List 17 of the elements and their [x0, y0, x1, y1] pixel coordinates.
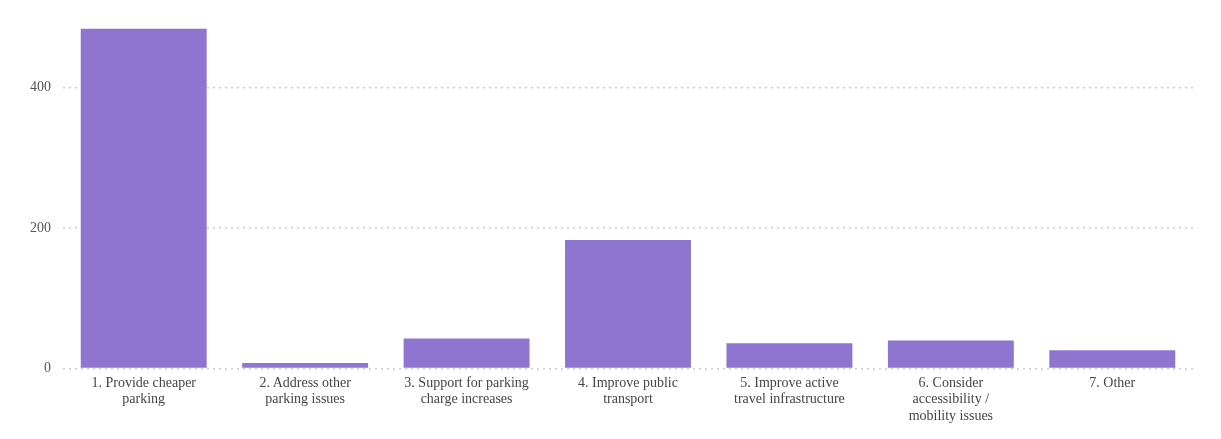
x-tick-label: 6. Consider accessibility / mobility issues — [908, 374, 994, 424]
x-tick-label: 5. Improve active travel infrastructure — [734, 374, 845, 407]
y-tick-label: 200 — [30, 219, 51, 235]
bar — [403, 338, 530, 368]
x-tick-label: 7. Other — [1089, 374, 1136, 390]
x-tick-label: 2. Address other parking issues — [259, 374, 352, 407]
x-tick-label: 4. Improve public transport — [578, 374, 678, 407]
bar — [1049, 350, 1176, 368]
x-tick-label: 1. Provide cheaper parking — [91, 374, 197, 407]
y-tick-label: 400 — [30, 79, 51, 95]
bar — [80, 28, 207, 368]
y-tick-label: 0 — [44, 360, 51, 376]
bar — [726, 343, 853, 368]
x-tick-label: 3. Support for parking charge increases — [404, 374, 529, 407]
bar — [565, 239, 691, 368]
bar — [242, 362, 369, 368]
bar — [887, 340, 1014, 368]
